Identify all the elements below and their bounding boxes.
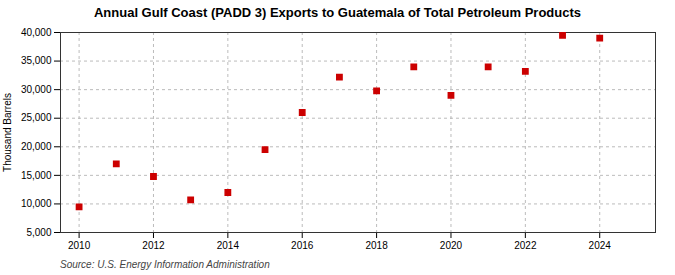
svg-text:20,000: 20,000 xyxy=(21,141,52,152)
svg-text:5,000: 5,000 xyxy=(26,227,51,238)
svg-text:2014: 2014 xyxy=(217,240,240,251)
svg-text:2018: 2018 xyxy=(365,240,388,251)
svg-text:40,000: 40,000 xyxy=(21,27,52,38)
svg-text:2010: 2010 xyxy=(68,240,91,251)
svg-text:2016: 2016 xyxy=(291,240,314,251)
svg-text:25,000: 25,000 xyxy=(21,112,52,123)
svg-text:2020: 2020 xyxy=(440,240,463,251)
svg-text:15,000: 15,000 xyxy=(21,170,52,181)
svg-text:35,000: 35,000 xyxy=(21,55,52,66)
svg-text:2012: 2012 xyxy=(142,240,165,251)
svg-text:2024: 2024 xyxy=(589,240,612,251)
svg-text:10,000: 10,000 xyxy=(21,198,52,209)
svg-text:30,000: 30,000 xyxy=(21,84,52,95)
html-text:Annual Gulf Coast (PADD 3) Exp: Annual Gulf Coast (PADD 3) Exports to Gu… xyxy=(94,5,581,20)
html-text:Source: U.S. Energy Informatio: Source: U.S. Energy Information Administ… xyxy=(60,259,270,270)
svg-text:2022: 2022 xyxy=(514,240,537,251)
svg-text:Thousand Barrels: Thousand Barrels xyxy=(2,93,13,172)
